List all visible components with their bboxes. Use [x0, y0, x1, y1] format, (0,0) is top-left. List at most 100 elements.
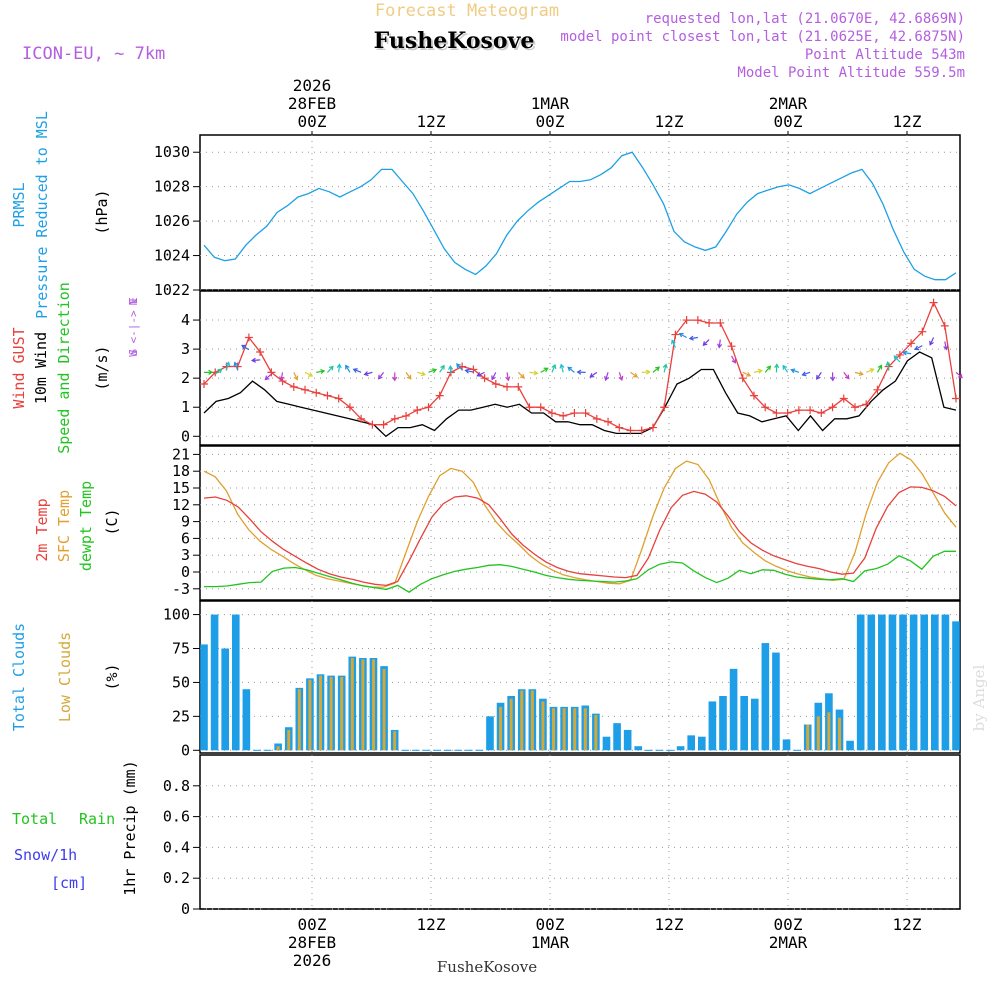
wind-direction-arrow — [477, 371, 485, 377]
total-cloud-bar — [941, 614, 950, 751]
wind-gust-marker — [379, 420, 388, 429]
total-cloud-bar — [687, 735, 696, 751]
wind-direction-arrow — [327, 366, 334, 373]
wind-direction-arrow — [689, 336, 698, 340]
wind-direction-arrow — [730, 355, 736, 364]
total-cloud-bar — [846, 740, 854, 751]
pressure-panel-frame — [199, 134, 961, 291]
location-title-shadow: FusheKosove — [376, 30, 537, 56]
wind-gust-marker — [525, 403, 534, 412]
wind-gust-marker — [738, 374, 747, 383]
wind-direction-arrow — [718, 339, 721, 348]
model-point-altitude: Model Point Altitude 559.5m — [737, 65, 965, 81]
wind-direction-arrowhead — [551, 363, 557, 370]
wind-direction-arrow — [944, 341, 948, 350]
bottom-time-label: 2MAR — [769, 933, 808, 952]
temp-2m-series-line — [203, 486, 957, 587]
wind-direction-arrow — [764, 365, 771, 373]
pressure-series-line — [203, 151, 957, 281]
wind-direction-arrowhead — [328, 365, 334, 371]
top-time-label: 2MAR — [769, 94, 808, 113]
wind-gust-marker — [345, 403, 354, 412]
wind-direction-arrowhead — [352, 368, 358, 373]
wind-gust-marker — [952, 394, 960, 403]
wind-gust-marker — [244, 333, 253, 342]
wind-label-gust: Wind GUST — [10, 327, 28, 408]
total-cloud-bar — [242, 689, 251, 751]
low-cloud-bar — [350, 658, 354, 751]
low-cloud-bar — [340, 677, 344, 751]
location-title: FusheKosove — [374, 28, 535, 54]
top-time-label: 12Z — [893, 112, 922, 131]
chart-subtitle: Forecast Meteogram — [375, 1, 559, 21]
wind-direction-arrow — [529, 371, 538, 374]
press-ytick-label: 1024 — [154, 247, 190, 265]
total-cloud-bar — [231, 614, 240, 751]
wind-gust-marker — [323, 391, 332, 400]
wind-direction-arrow — [506, 372, 509, 381]
wind-gust-marker — [895, 350, 904, 359]
wind-direction-arrowhead — [505, 376, 511, 382]
wind-gust-marker — [368, 420, 377, 429]
wind-direction-arrow — [378, 371, 385, 380]
low-cloud-bar — [806, 724, 810, 751]
wind-gust-marker — [200, 379, 208, 388]
bottom-time-label: 12Z — [417, 915, 446, 934]
pressure-panel: PRMSL Pressure Reduced to MSL (hPa) 1030… — [10, 111, 961, 319]
wind-direction-arrow — [802, 371, 811, 376]
wind-direction-arrowhead — [618, 375, 624, 382]
wind-direction-arrowhead — [576, 369, 582, 375]
wind-direction-arrow — [491, 372, 497, 380]
wind-gust-marker — [705, 318, 714, 327]
wind-gust-marker — [491, 379, 500, 388]
wind-direction-arrowhead — [731, 358, 737, 364]
wind-gust-marker — [929, 298, 938, 307]
pressure-label-long: Pressure Reduced to MSL — [33, 111, 51, 319]
wind-gust-marker — [469, 365, 478, 374]
wind-direction-arrow — [702, 339, 710, 346]
bottom-time-label: 2026 — [293, 951, 332, 970]
wind-direction-arrowhead — [957, 373, 963, 379]
total-cloud-bar — [210, 614, 219, 751]
wind-gust-marker — [536, 403, 545, 412]
precip-label-rain: Rain — [79, 810, 115, 828]
wind-direction-arrowhead — [208, 369, 214, 375]
wind-direction-arrow — [742, 371, 751, 377]
press-ytick-label: 1028 — [154, 178, 190, 196]
total-cloud-bar — [697, 736, 706, 751]
wind-direction-arrow — [439, 365, 445, 373]
closest-coords: model point closest lon,lat (21.0625E, 4… — [560, 29, 965, 45]
wind-direction-arrowhead — [844, 374, 850, 380]
wind-direction-arrow — [887, 362, 890, 371]
wind-direction-arrow — [540, 367, 548, 373]
total-cloud-bar — [708, 701, 717, 751]
wind-direction-arrow — [517, 371, 525, 379]
wind-direction-arrow — [428, 369, 437, 373]
top-time-label: 12Z — [417, 112, 446, 131]
wind-direction-arrow — [914, 345, 923, 350]
temp-ytick-label: 12 — [172, 496, 190, 514]
pressure-label-prmsl: PRMSL — [10, 182, 28, 227]
wind-direction-arrowhead — [392, 376, 398, 382]
precip-label-cm: [cm] — [51, 874, 87, 892]
total-cloud-bar — [200, 644, 208, 751]
wind-gust-marker — [873, 385, 882, 394]
wind-direction-arrow — [225, 362, 230, 371]
wind-direction-arrow — [280, 372, 284, 381]
wind-gust-marker — [839, 394, 848, 403]
temp-ytick-label: 21 — [172, 445, 190, 463]
clouds-panel-frame — [199, 600, 961, 754]
wind-gust-marker — [435, 391, 444, 400]
wind-direction-arrowhead — [431, 368, 438, 374]
total-cloud-bar — [221, 648, 229, 751]
temperature-panel: 2m Temp SFC Temp dewpt Temp (C) 21181512… — [33, 445, 961, 601]
wind-direction-arrowhead — [671, 339, 676, 345]
top-time-label: 1MAR — [531, 94, 570, 113]
wind-direction-arrow — [605, 372, 609, 381]
wind-gust-marker — [547, 409, 556, 418]
wind-direction-arrowhead — [830, 376, 836, 382]
total-cloud-bar — [676, 746, 685, 751]
wind-direction-arrow — [630, 371, 638, 378]
total-cloud-bar — [719, 696, 727, 751]
